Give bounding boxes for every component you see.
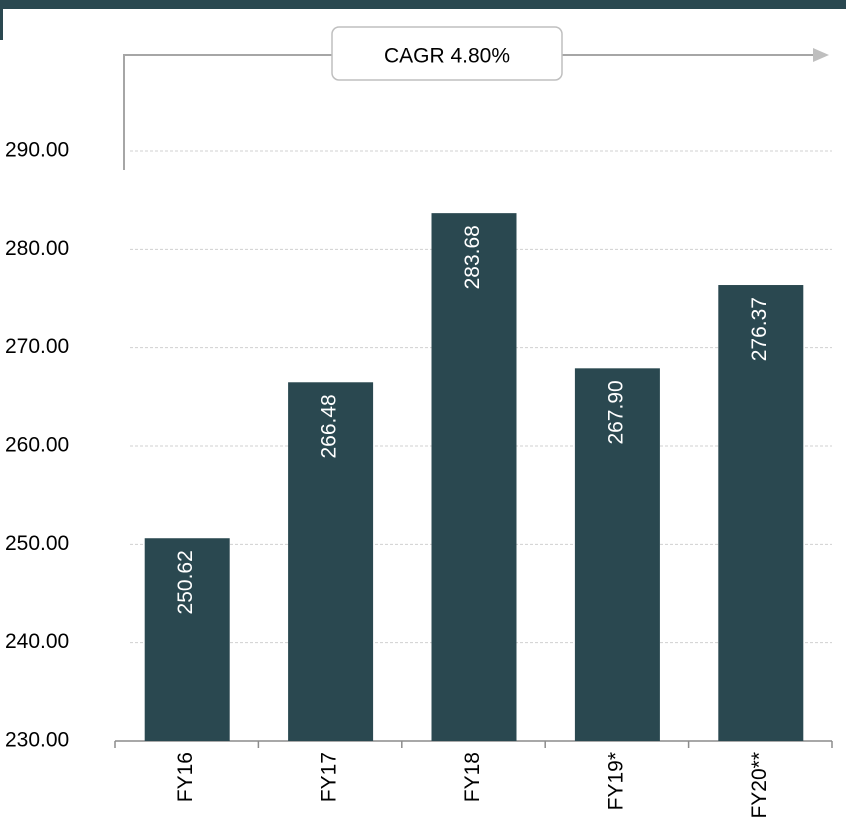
y-tick-label: 290.00 <box>5 139 69 162</box>
x-tick-label: FY20** <box>748 752 771 819</box>
x-tick-label: FY17 <box>318 752 341 802</box>
cagr-bracket <box>123 54 815 170</box>
x-tick-label: FY19* <box>604 752 627 810</box>
y-tick-label: 280.00 <box>5 237 69 260</box>
bar-label: 250.62 <box>174 550 197 614</box>
y-tick-label: 230.00 <box>5 729 69 752</box>
bar <box>431 213 517 741</box>
bar-label: 267.90 <box>604 380 627 444</box>
y-tick-label: 250.00 <box>5 532 69 555</box>
y-tick-label: 260.00 <box>5 434 69 457</box>
bar-label: 266.48 <box>318 394 341 458</box>
y-tick-label: 240.00 <box>5 630 69 653</box>
bar <box>288 382 374 741</box>
y-tick-label: 270.00 <box>5 335 69 358</box>
cagr-label: CAGR 4.80% <box>384 45 510 68</box>
cagr-arrowhead <box>813 48 829 62</box>
bar-label: 283.68 <box>461 225 484 289</box>
x-tick-label: FY18 <box>461 752 484 802</box>
x-tick-label: FY16 <box>174 752 197 802</box>
bar-label: 276.37 <box>748 297 771 361</box>
cagr-box <box>331 26 563 81</box>
bar <box>718 285 804 741</box>
bar <box>144 538 230 741</box>
left-edge <box>0 0 3 40</box>
header-bar <box>0 0 846 9</box>
bar <box>574 368 660 741</box>
